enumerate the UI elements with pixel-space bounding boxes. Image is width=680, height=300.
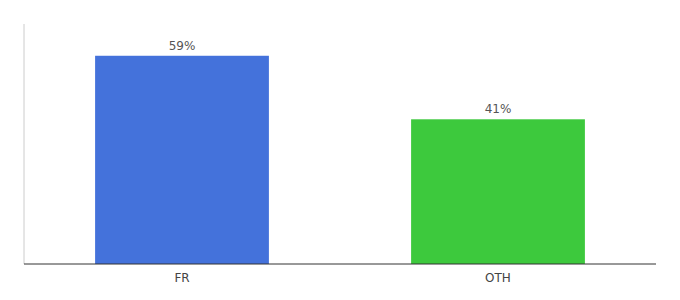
- bar: [411, 119, 585, 264]
- chart-svg: FR OTH 59% 41%: [0, 0, 680, 300]
- bar: [95, 56, 269, 264]
- bars: [95, 56, 585, 264]
- y-axis-line: [24, 24, 25, 264]
- x-tick-label: FR: [174, 271, 189, 285]
- x-tick-label: OTH: [485, 271, 511, 285]
- data-label: 59%: [169, 39, 196, 53]
- chart-container: FR OTH 59% 41%: [0, 0, 680, 300]
- x-axis-line: [24, 264, 656, 265]
- data-label: 41%: [485, 102, 512, 116]
